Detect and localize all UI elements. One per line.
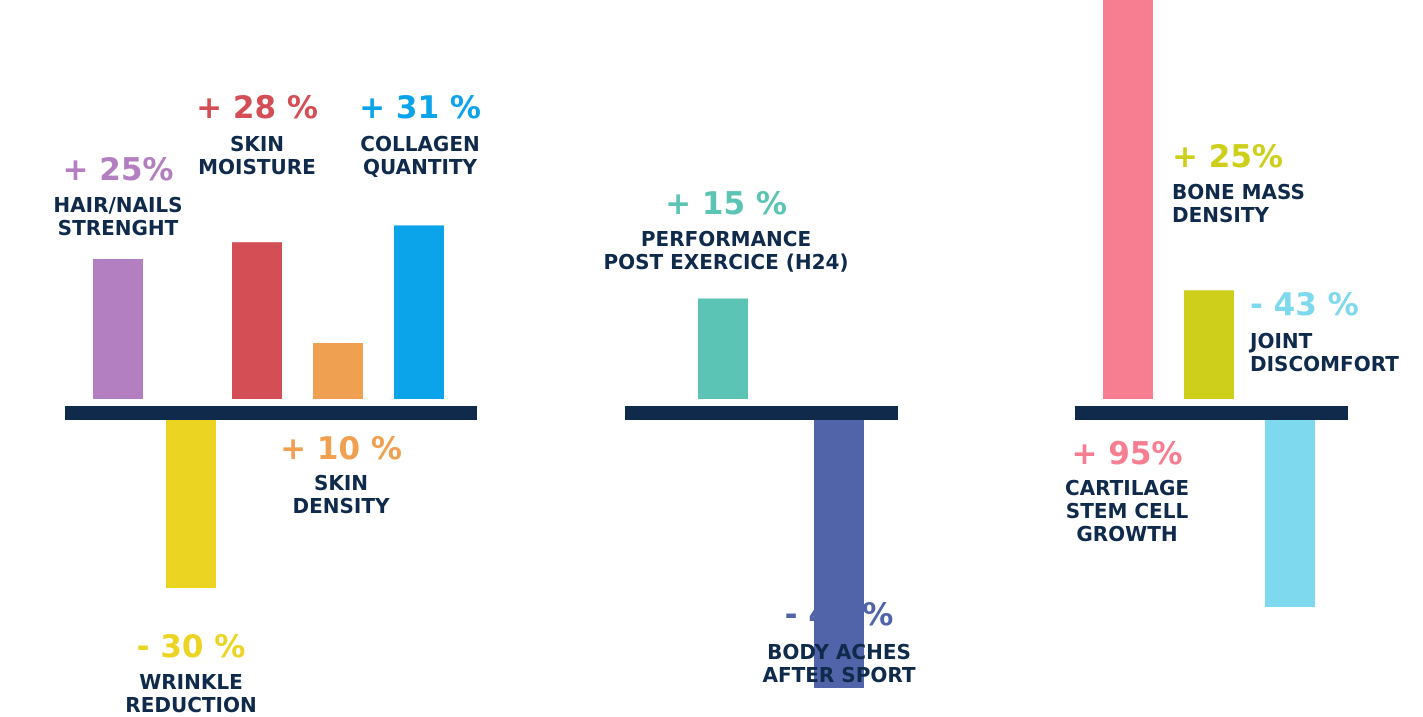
baseline-axis-3 <box>1075 406 1348 420</box>
category-label-joint: JOINT DISCOMFORT <box>1250 329 1399 376</box>
value-label-skin-density: + 10 % <box>280 431 402 467</box>
category-label-performance: PERFORMANCE POST EXERCICE (H24) <box>603 227 849 274</box>
value-label-wrinkle: - 30 % <box>136 629 246 665</box>
value-label-bone-mass: + 25% <box>1172 139 1283 175</box>
baseline-axis-1 <box>65 406 477 420</box>
value-label-collagen: + 31 % <box>359 90 481 126</box>
bar-performance-post-exercice-h24 <box>698 298 748 399</box>
category-label-collagen: COLLAGEN QUANTITY <box>360 132 480 179</box>
value-label-body-aches: - 40 % <box>784 597 894 633</box>
category-label-cartilage: CARTILAGE STEM CELL GROWTH <box>1064 476 1190 546</box>
bar-cartilage-stem-cell-growth <box>1103 0 1153 399</box>
bar-collagen-quantity <box>394 225 444 399</box>
bar-hair-nails-strenght <box>93 259 143 399</box>
bar-joint-discomfort <box>1265 420 1315 608</box>
value-label-skin-moisture: + 28 % <box>196 90 318 126</box>
bar-skin-density <box>313 343 363 399</box>
value-label-joint: - 43 % <box>1250 287 1359 323</box>
bar-bone-mass-density <box>1184 290 1234 399</box>
bar-skin-moisture <box>232 242 282 399</box>
value-label-cartilage: + 95% <box>1071 436 1183 472</box>
category-label-skin-moisture: SKIN MOISTURE <box>198 132 316 179</box>
category-label-wrinkle: WRINKLE REDUCTION <box>125 670 257 717</box>
category-label-skin-density: SKIN DENSITY <box>292 471 390 518</box>
category-label-body-aches: BODY ACHES AFTER SPORT <box>762 640 916 687</box>
bar-body-aches-after-sport <box>814 420 864 688</box>
value-label-hair-nails: + 25% <box>62 152 174 188</box>
category-label-bone-mass: BONE MASS DENSITY <box>1172 180 1305 227</box>
baseline-axis-2 <box>625 406 898 420</box>
value-label-performance: + 15 % <box>665 186 787 222</box>
bar-wrinkle-reduction <box>166 420 216 588</box>
category-label-hair-nails: HAIR/NAILS STRENGHT <box>53 193 183 240</box>
